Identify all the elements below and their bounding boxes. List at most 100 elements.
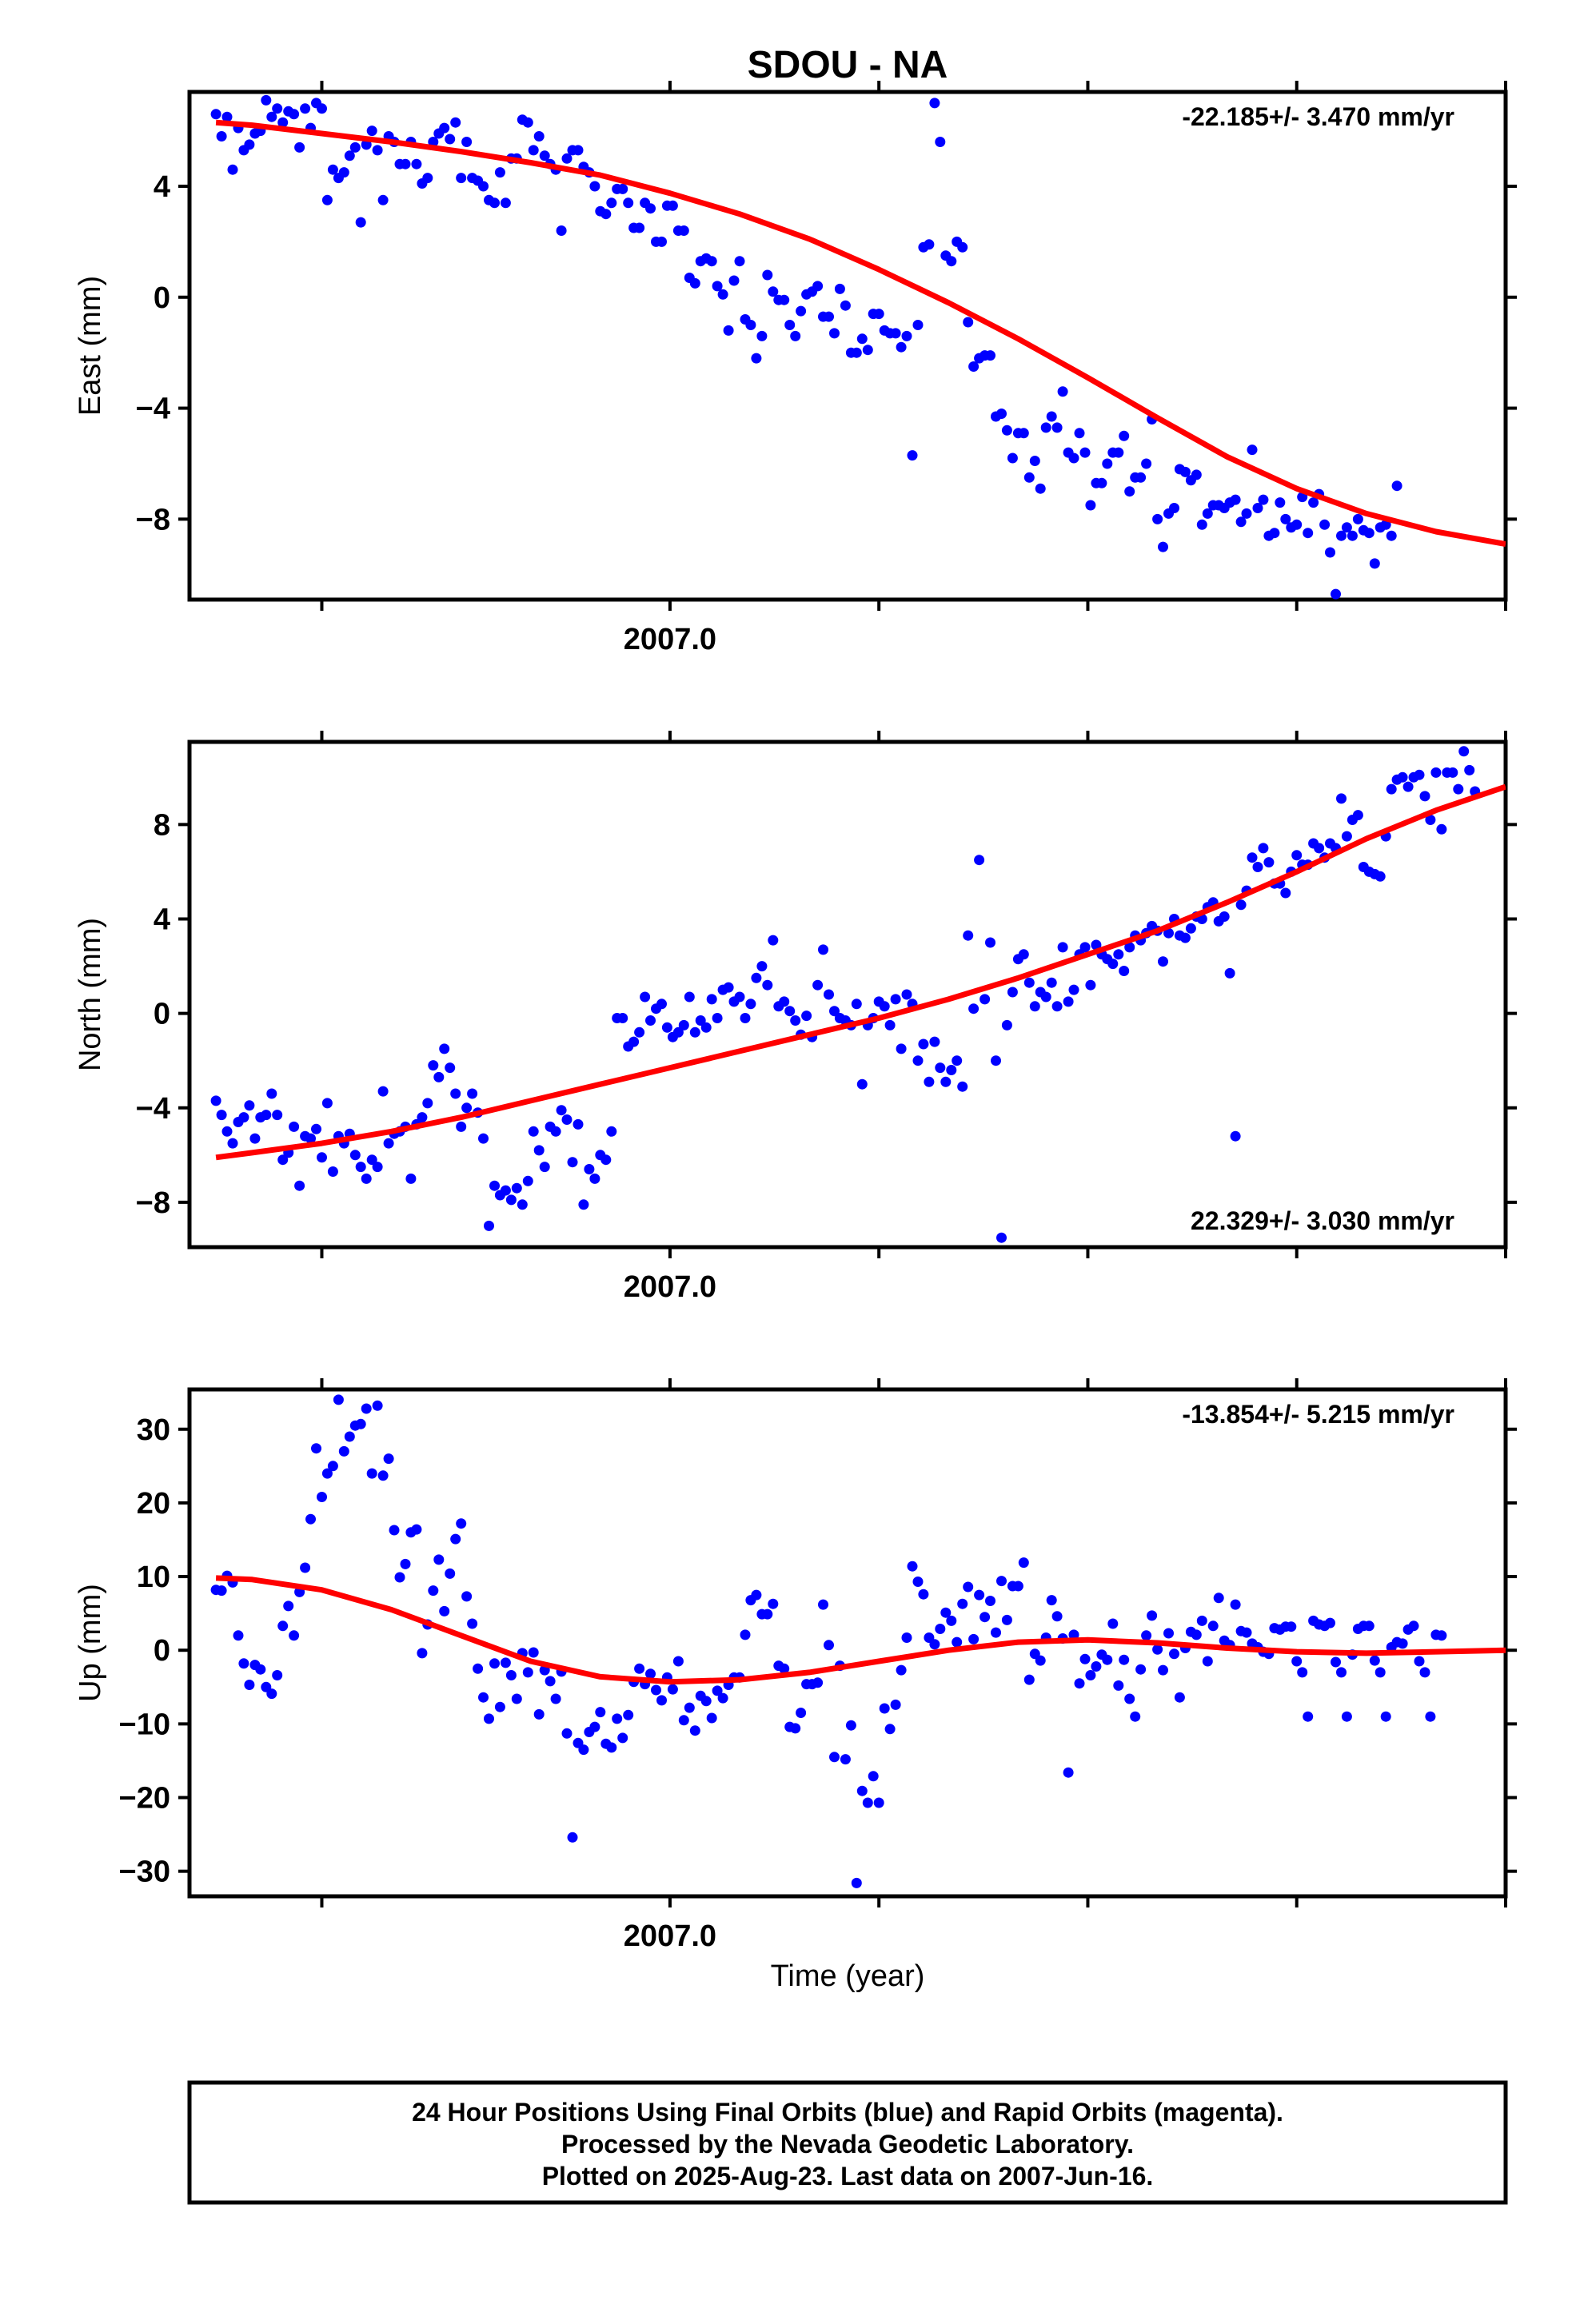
east-data-point — [528, 145, 539, 156]
east-data-point — [377, 194, 389, 205]
east-data-point — [1074, 428, 1085, 439]
north-data-point — [980, 994, 991, 1005]
up-data-point — [740, 1629, 751, 1640]
up-ytick-label: −30 — [119, 1856, 170, 1889]
figure-title: SDOU - NA — [748, 44, 948, 86]
east-xtick-label: 2007.0 — [624, 623, 716, 656]
north-data-point — [277, 1154, 289, 1166]
north-data-point — [929, 1036, 940, 1047]
up-data-point — [751, 1589, 762, 1600]
east-data-point — [1046, 411, 1057, 422]
east-data-point — [896, 341, 907, 353]
east-data-point — [1258, 494, 1269, 505]
up-data-point — [305, 1513, 316, 1525]
up-data-point — [617, 1732, 628, 1744]
north-data-point — [684, 991, 695, 1003]
east-data-point — [723, 325, 734, 336]
east-data-point — [946, 256, 957, 267]
up-data-point — [1135, 1664, 1147, 1675]
north-data-point — [478, 1133, 489, 1144]
up-data-point — [1414, 1656, 1425, 1667]
up-data-point — [935, 1624, 946, 1634]
east-data-point — [1141, 458, 1152, 469]
up-data-point — [311, 1443, 321, 1454]
up-data-point — [494, 1701, 505, 1712]
north-rate-label: 22.329+/- 3.030 mm/yr — [1191, 1206, 1454, 1235]
up-y-axis-label: Up (mm) — [74, 1584, 107, 1702]
north-data-point — [1091, 939, 1102, 951]
east-data-point — [968, 361, 980, 372]
up-data-point — [505, 1670, 517, 1680]
east-data-point — [796, 305, 807, 317]
up-data-point — [1124, 1693, 1135, 1704]
up-data-point — [717, 1692, 728, 1704]
up-points — [210, 1394, 1447, 1888]
north-data-point — [450, 1088, 461, 1099]
up-data-point — [940, 1607, 952, 1618]
up-data-point — [461, 1591, 473, 1602]
north-data-point — [428, 1060, 439, 1071]
north-data-point — [489, 1180, 500, 1191]
up-data-point — [467, 1618, 478, 1629]
up-data-point — [1380, 1711, 1391, 1722]
up-data-point — [522, 1667, 533, 1678]
east-data-point — [1336, 530, 1347, 541]
up-panel: 30 20 10 0 −10 −20 −30 2007.0 Up (mm) -13.854+/- … — [74, 1378, 1517, 1953]
north-data-point — [366, 1154, 377, 1166]
north-data-point — [745, 999, 756, 1010]
north-data-point — [1453, 783, 1464, 795]
east-data-point — [790, 330, 801, 341]
north-data-point — [879, 1001, 890, 1012]
up-data-point — [790, 1723, 801, 1734]
up-data-point — [266, 1688, 277, 1700]
north-data-point — [756, 961, 768, 972]
north-data-point — [311, 1123, 321, 1134]
up-data-point — [372, 1400, 383, 1411]
east-data-point — [779, 294, 790, 305]
east-data-point — [1269, 528, 1280, 539]
up-data-point — [845, 1720, 856, 1731]
up-data-point — [366, 1468, 377, 1479]
up-data-point — [689, 1725, 700, 1736]
north-data-point — [439, 1043, 450, 1054]
east-data-point — [756, 330, 768, 341]
north-data-point — [584, 1164, 595, 1174]
east-data-point — [556, 225, 567, 236]
east-data-point — [1068, 452, 1079, 464]
up-data-point — [651, 1684, 661, 1696]
up-data-point — [1425, 1711, 1436, 1722]
east-data-point — [216, 131, 227, 142]
east-data-point — [1169, 503, 1179, 513]
up-data-point — [1174, 1692, 1185, 1703]
north-data-point — [1414, 769, 1425, 780]
north-data-point — [768, 935, 779, 946]
up-data-point — [1408, 1620, 1419, 1632]
north-data-point — [294, 1180, 305, 1191]
north-data-point — [422, 1098, 433, 1109]
north-data-point — [1107, 959, 1119, 970]
up-data-point — [377, 1470, 389, 1481]
up-data-point — [1286, 1621, 1297, 1632]
up-data-point — [1196, 1615, 1207, 1626]
up-data-point — [1375, 1667, 1386, 1678]
east-data-point — [1158, 541, 1168, 552]
east-data-point — [856, 333, 868, 345]
up-data-point — [317, 1492, 327, 1502]
north-data-point — [1158, 956, 1168, 967]
north-data-point — [963, 930, 974, 941]
footer-line-1: 24 Hour Positions Using Final Orbits (bl… — [412, 2098, 1283, 2127]
east-data-point — [689, 277, 700, 289]
east-plot-frame — [187, 90, 1508, 602]
east-data-point — [907, 450, 918, 461]
east-data-point — [929, 98, 940, 109]
east-data-point — [1252, 503, 1263, 513]
north-data-point — [734, 991, 745, 1003]
north-data-point — [1235, 899, 1247, 911]
north-data-point — [317, 1152, 327, 1163]
east-data-point — [1001, 425, 1012, 436]
up-data-point — [1079, 1653, 1091, 1664]
north-data-point — [829, 1006, 840, 1017]
north-data-point — [1419, 791, 1430, 802]
east-data-point — [1352, 513, 1363, 524]
east-data-point — [812, 281, 824, 292]
